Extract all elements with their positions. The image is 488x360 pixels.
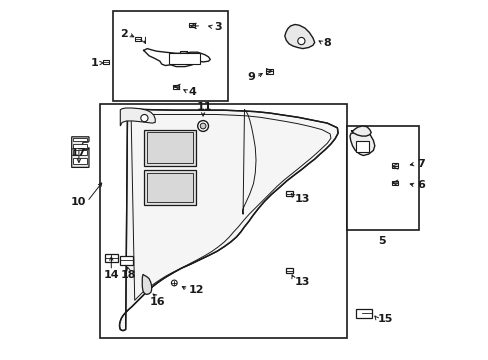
Text: 14: 14 — [103, 270, 119, 280]
Polygon shape — [349, 128, 374, 156]
Bar — [346, 126, 418, 230]
Text: 17: 17 — [71, 148, 86, 158]
Bar — [391, 163, 397, 168]
Polygon shape — [351, 126, 370, 136]
Text: 10: 10 — [71, 197, 86, 207]
Bar — [120, 256, 133, 265]
Text: 5: 5 — [377, 236, 385, 246]
Text: 8: 8 — [323, 38, 331, 48]
Bar — [355, 309, 371, 318]
Bar — [265, 69, 273, 73]
Bar — [104, 254, 118, 262]
Bar — [285, 191, 293, 196]
Bar — [113, 11, 228, 101]
Polygon shape — [142, 274, 151, 294]
Bar — [73, 144, 87, 148]
Bar — [146, 173, 193, 202]
Bar — [173, 85, 179, 90]
Text: 15: 15 — [377, 314, 392, 324]
Text: 13: 13 — [294, 194, 310, 204]
Polygon shape — [72, 137, 89, 167]
Circle shape — [197, 121, 208, 131]
Circle shape — [141, 114, 148, 122]
Text: 1: 1 — [91, 58, 99, 68]
Bar — [189, 23, 195, 27]
Text: 9: 9 — [247, 72, 255, 82]
Text: 13: 13 — [294, 277, 310, 287]
Bar — [146, 132, 193, 163]
Polygon shape — [284, 24, 314, 49]
Text: 4: 4 — [188, 87, 196, 97]
Text: 6: 6 — [416, 180, 424, 190]
Bar — [355, 141, 368, 152]
Text: 16: 16 — [149, 297, 165, 307]
Bar — [391, 181, 397, 185]
Bar — [73, 158, 87, 164]
Bar — [102, 60, 109, 64]
Bar — [135, 36, 141, 41]
Bar — [285, 268, 293, 273]
Text: 12: 12 — [188, 285, 204, 295]
Text: 7: 7 — [416, 159, 424, 169]
Text: 3: 3 — [213, 22, 221, 32]
Polygon shape — [120, 108, 155, 126]
Text: 11: 11 — [197, 102, 212, 112]
Bar — [73, 138, 87, 141]
Bar — [143, 170, 196, 205]
Bar — [73, 150, 87, 155]
Bar — [101, 104, 346, 338]
Polygon shape — [120, 109, 337, 330]
Circle shape — [297, 37, 305, 45]
Text: 2: 2 — [120, 29, 127, 39]
Bar — [168, 53, 199, 64]
Circle shape — [200, 123, 205, 129]
Text: 18: 18 — [121, 270, 136, 280]
Bar — [143, 130, 196, 166]
Circle shape — [171, 280, 177, 286]
